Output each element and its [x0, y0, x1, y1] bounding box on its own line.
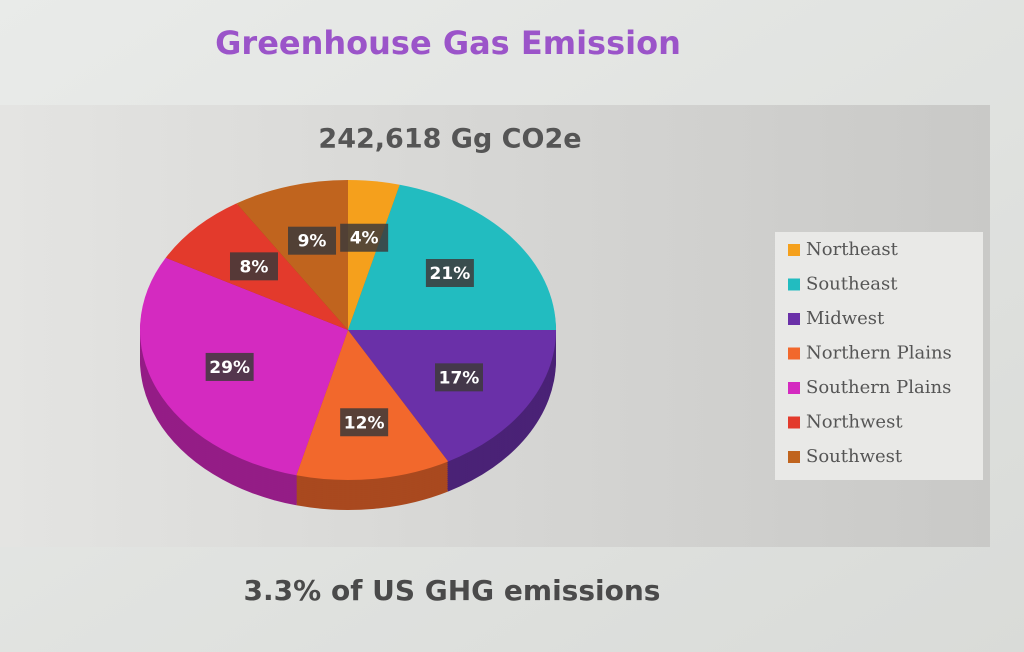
legend-swatch [788, 347, 800, 360]
legend-label: Southeast [806, 274, 898, 295]
legend-swatch [788, 278, 800, 291]
legend-label: Northern Plains [806, 343, 952, 364]
value-label: 8% [240, 257, 269, 277]
legend-label: Northwest [806, 412, 903, 433]
value-label: 21% [430, 264, 471, 284]
chart-title: Greenhouse Gas Emission [215, 24, 681, 62]
legend-label: Northeast [806, 239, 899, 260]
label-box [340, 223, 389, 252]
label-box [229, 252, 278, 281]
pie-slice [348, 184, 556, 330]
legend-label: Southern Plains [806, 377, 951, 398]
value-label: 12% [344, 413, 385, 433]
label-box [425, 258, 474, 287]
legend-swatch [788, 244, 800, 256]
chart-subtitle: 242,618 Gg CO2e [318, 124, 581, 155]
value-label: 4% [350, 229, 379, 249]
label-box [205, 352, 254, 381]
value-label: 9% [298, 232, 327, 252]
legend-swatch [788, 382, 800, 394]
pie-slice [348, 180, 400, 330]
legend-box [775, 232, 983, 480]
label-box [288, 226, 337, 255]
footnote: 3.3% of US GHG emissions [244, 574, 661, 607]
legend: Northeast Southeast Midwest Northern Plains… [788, 239, 952, 467]
pie-slice [348, 330, 556, 462]
label-box [435, 363, 484, 392]
legend-label: Southwest [806, 446, 903, 467]
pie-slice [296, 330, 449, 480]
legend-swatch [788, 416, 800, 429]
pie-slice [236, 180, 348, 330]
legend-label: Midwest [806, 308, 885, 329]
label-box [340, 408, 389, 437]
pie: 4% 21% 17% 12% 29% 8% 9% [139, 180, 556, 510]
legend-swatch [788, 451, 800, 463]
legend-swatch [788, 313, 800, 325]
value-label: 17% [439, 368, 480, 388]
value-label: 29% [209, 358, 250, 378]
